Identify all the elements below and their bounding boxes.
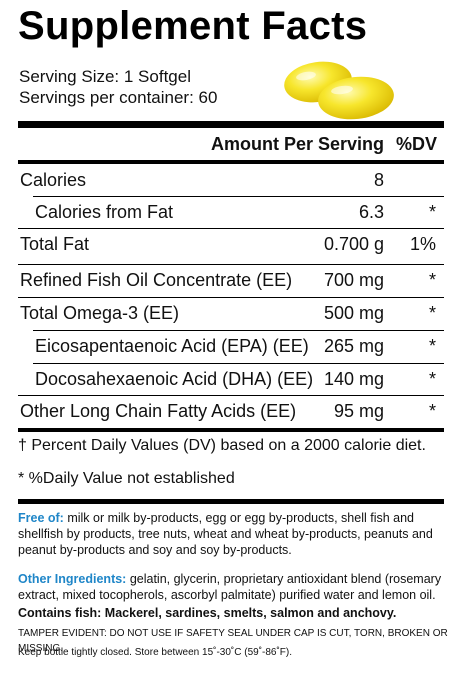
table-row: Other Long Chain Fatty Acids (EE) 95 mg … (18, 395, 444, 427)
serving-size: Serving Size: 1 Softgel (19, 67, 191, 86)
nutrient-name: Calories (20, 170, 87, 190)
other-ingredients-text: gelatin, glycerin, proprietary antioxida… (18, 572, 442, 602)
nutrient-dv: 1% (409, 234, 436, 254)
nutrient-amount: 265 mg (323, 336, 384, 356)
divider-medium (18, 428, 444, 432)
nutrient-dv: * (428, 270, 436, 290)
table-row: Eicosapentaenoic Acid (EPA) (EE) 265 mg … (18, 330, 444, 362)
nutrient-amount: 0.700 g (323, 234, 384, 254)
daily-values-footnote: † Percent Daily Values (DV) based on a 2… (18, 437, 426, 454)
nutrient-amount: 140 mg (323, 369, 384, 389)
table-row: Docosahexaenoic Acid (DHA) (EE) 140 mg * (18, 363, 444, 395)
nutrient-name: Calories from Fat (35, 202, 174, 222)
row-divider (33, 196, 444, 197)
nutrient-dv: * (428, 303, 436, 323)
divider-thick (18, 499, 444, 504)
row-divider (18, 228, 444, 229)
tamper-evident-notice: TAMPER EVIDENT: DO NOT USE IF SAFETY SEA… (18, 628, 448, 654)
page-title: Supplement Facts (18, 4, 368, 48)
row-divider (33, 330, 444, 331)
free-of-text: milk or milk by-products, egg or egg by-… (18, 511, 433, 557)
dv-header: %DV (396, 134, 438, 154)
nutrient-dv: * (428, 202, 436, 222)
storage-instructions: Keep bottle tightly closed. Store betwee… (18, 647, 293, 658)
servings-per-container: Servings per container: 60 (19, 88, 218, 107)
table-row: Calories 8 (18, 164, 444, 196)
serving-info: Serving Size: 1 Softgel Servings per con… (19, 66, 217, 108)
free-of-statement: Free of: milk or milk by-products, egg o… (18, 510, 448, 558)
table-row: Total Fat 0.700 g 1% (18, 228, 444, 260)
free-of-label: Free of: (18, 511, 64, 525)
nutrient-name: Refined Fish Oil Concentrate (EE) (20, 270, 293, 290)
nutrient-name: Other Long Chain Fatty Acids (EE) (20, 401, 297, 421)
nutrient-amount: 95 mg (333, 401, 384, 421)
other-ingredients-label: Other Ingredients: (18, 572, 127, 586)
other-ingredients-statement: Other Ingredients: gelatin, glycerin, pr… (18, 571, 448, 603)
divider-thick (18, 121, 444, 128)
divider-medium (18, 160, 444, 164)
nutrient-amount: 6.3 (358, 202, 384, 222)
amount-per-serving-header: Amount Per Serving (210, 134, 384, 154)
row-divider (18, 395, 444, 396)
table-row: Calories from Fat 6.3 * (18, 196, 444, 228)
nutrient-dv: * (428, 369, 436, 389)
softgel-capsules-image (284, 61, 394, 120)
nutrient-name: Eicosapentaenoic Acid (EPA) (EE) (35, 336, 309, 356)
nutrient-amount: 500 mg (323, 303, 384, 323)
row-divider (33, 363, 444, 364)
table-row: Refined Fish Oil Concentrate (EE) 700 mg… (18, 264, 444, 296)
contains-fish-statement: Contains fish: Mackerel, sardines, smelt… (18, 606, 397, 620)
not-established-footnote: * %Daily Value not established (18, 470, 235, 487)
row-divider (18, 264, 444, 265)
nutrient-name: Total Omega-3 (EE) (20, 303, 180, 323)
nutrient-amount: 8 (373, 170, 384, 190)
nutrient-name: Total Fat (20, 234, 90, 254)
row-divider (18, 297, 444, 298)
nutrient-dv: * (428, 336, 436, 356)
nutrient-dv: * (428, 401, 436, 421)
table-row: Total Omega-3 (EE) 500 mg * (18, 297, 444, 329)
nutrient-amount: 700 mg (323, 270, 384, 290)
table-header: Amount Per Serving %DV (18, 128, 444, 160)
nutrient-name: Docosahexaenoic Acid (DHA) (EE) (35, 369, 314, 389)
